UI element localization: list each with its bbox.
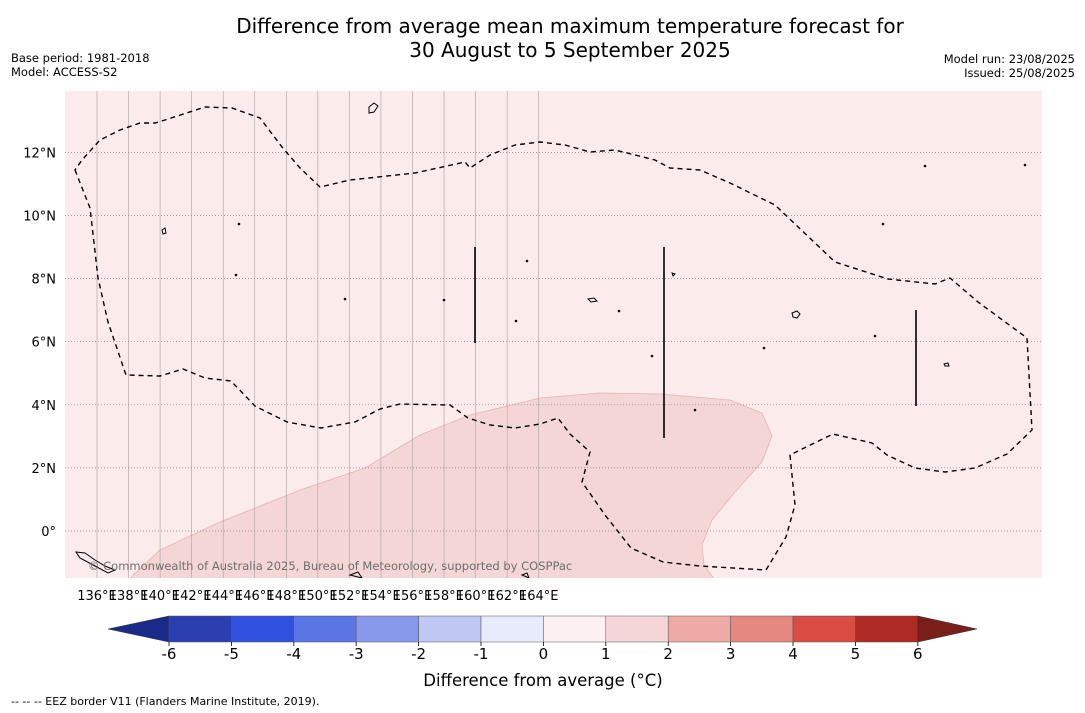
colorbar-swatch [418, 615, 482, 643]
island [525, 259, 529, 263]
island [693, 408, 697, 412]
island [762, 346, 766, 350]
colorbar: -6 -5 -4 -3 -2 -1 0 1 2 3 4 5 6 [107, 615, 978, 663]
colorbar-swatch [792, 615, 856, 643]
colorbar-tick-label: -3 [349, 645, 364, 663]
longitude-label: 142°E [172, 589, 212, 604]
colorbar-tick-label: -5 [224, 645, 239, 663]
island [237, 222, 241, 226]
model-run: Model run: 23/08/2025 [943, 52, 1075, 66]
copyright-notice: © Commonwealth of Australia 2025, Bureau… [88, 559, 572, 573]
colorbar-swatch [293, 615, 357, 643]
colorbar-swatch [231, 615, 295, 643]
island [791, 310, 801, 319]
longitude-label: 150°E [298, 589, 338, 604]
island [234, 273, 238, 277]
colorbar-tick-label: -2 [411, 645, 426, 663]
longitude-labels: 136°E138°E140°E142°E144°E146°E148°E150°E… [77, 589, 558, 604]
island [617, 309, 621, 313]
colorbar-swatch [605, 615, 669, 643]
longitude-label: 146°E [235, 589, 275, 604]
longitude-label: 152°E [330, 589, 370, 604]
longitude-label: 164°E [519, 589, 559, 604]
longitude-label: 138°E [109, 589, 149, 604]
colorbar-tick-label: 1 [601, 645, 611, 663]
island [348, 571, 363, 578]
colorbar-swatch [730, 615, 794, 643]
island [923, 164, 927, 168]
longitude-label: 154°E [361, 589, 401, 604]
latitude-label: 12°N [23, 146, 56, 161]
longitude-label: 156°E [393, 589, 433, 604]
colorbar-swatch [855, 615, 919, 643]
title-line-1: Difference from average mean maximum tem… [236, 14, 904, 38]
island [671, 272, 676, 277]
latitude-label: 10°N [23, 210, 56, 225]
latitude-label: 4°N [32, 399, 57, 414]
latitude-label: 2°N [32, 462, 57, 477]
colorbar-swatch [355, 615, 419, 643]
latitude-label: 6°N [32, 336, 57, 351]
colorbar-tick-label: 2 [663, 645, 673, 663]
eez-border [74, 106, 1033, 571]
island [881, 222, 885, 226]
longitude-label: 162°E [487, 589, 527, 604]
island [520, 572, 530, 578]
colorbar-swatch [543, 615, 607, 643]
longitude-label: 160°E [456, 589, 496, 604]
colorbar-swatch [480, 615, 544, 643]
latitude-label: 8°N [32, 273, 57, 288]
anomaly-region-1-to-2c [129, 392, 773, 578]
base-period: Base period: 1981-2018 [11, 51, 150, 65]
island [442, 298, 446, 302]
island [161, 227, 167, 235]
latitude-labels: 12°N 10°N 8°N 6°N 4°N 2°N 0° [23, 146, 56, 540]
island [1023, 163, 1027, 167]
longitude-label: 136°E [77, 589, 117, 604]
colorbar-tick-label: 6 [913, 645, 923, 663]
model-name: Model: ACCESS-S2 [11, 65, 118, 79]
colorbar-tick-label: 4 [788, 645, 798, 663]
islands [74, 102, 1027, 578]
colorbar-swatch [667, 615, 731, 643]
meta-right: Model run: 23/08/2025 Issued: 25/08/2025 [944, 52, 1075, 80]
island [943, 362, 950, 367]
colorbar-label: Difference from average (°C) [423, 671, 662, 690]
eez-legend-note: -- -- -- EEZ border V11 (Flanders Marine… [11, 695, 320, 708]
latitude-label: 0° [41, 525, 56, 540]
colorbar-tick-label: -4 [286, 645, 301, 663]
longitude-label: 148°E [267, 589, 307, 604]
colorbar-extend-max [917, 615, 978, 643]
island [514, 319, 518, 323]
longitude-label: 140°E [140, 589, 180, 604]
longitude-label: 144°E [203, 589, 243, 604]
map-title: Difference from average mean maximum tem… [0, 14, 1085, 62]
title-line-2: 30 August to 5 September 2025 [409, 38, 731, 62]
colorbar-tick-label: -1 [474, 645, 489, 663]
island [586, 297, 599, 303]
colorbar-tick-label: 3 [726, 645, 736, 663]
colorbar-extend-min [107, 615, 170, 643]
island [873, 334, 877, 338]
issued-date: Issued: 25/08/2025 [964, 66, 1075, 80]
island [74, 551, 117, 574]
longitude-label: 158°E [424, 589, 464, 604]
island [650, 354, 654, 358]
colorbar-tick-label: 5 [851, 645, 861, 663]
colorbar-swatch [168, 615, 232, 643]
island [368, 102, 379, 114]
island [343, 297, 347, 301]
colorbar-tick-label: 0 [539, 645, 549, 663]
colorbar-tick-label: -6 [162, 645, 177, 663]
meta-left: Base period: 1981-2018 Model: ACCESS-S2 [11, 51, 150, 79]
